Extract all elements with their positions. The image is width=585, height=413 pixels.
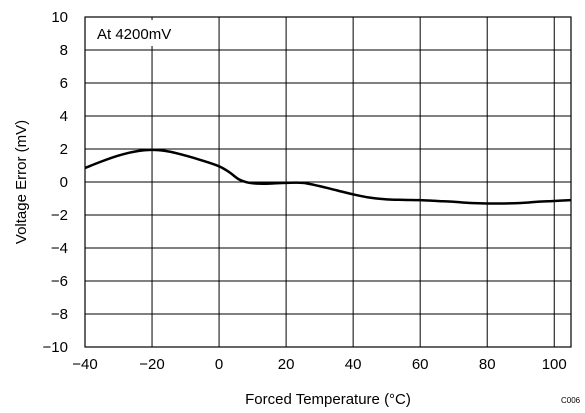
y-tick-label: 2 [60,141,68,158]
x-tick-label: 60 [412,356,429,373]
x-tick-label: 20 [278,356,295,373]
y-tick-label: 8 [60,42,68,59]
y-tick-label: 4 [60,108,68,125]
y-axis-title: Voltage Error (mV) [13,120,30,244]
figure-id: C006 [561,396,581,405]
y-tick-label: −4 [51,240,68,257]
x-tick-label: 40 [345,356,362,373]
y-tick-label: −10 [43,339,68,356]
y-tick-label: −2 [51,207,68,224]
grid [84,16,572,348]
y-tick-label: −8 [51,306,68,323]
annotation-label: At 4200mV [97,26,171,43]
x-tick-label: −20 [139,356,164,373]
y-tick-label: 10 [51,9,68,26]
y-tick-label: 0 [60,174,68,191]
x-tick-label: −40 [72,356,97,373]
plot-frame [84,16,572,348]
x-tick-label: 0 [215,356,223,373]
x-tick-label: 80 [479,356,496,373]
x-tick-label: 100 [542,356,567,373]
plot-area [84,148,572,205]
y-tick-label: 6 [60,75,68,92]
annotation-box [87,20,210,46]
x-axis-title: Forced Temperature (°C) [245,391,411,408]
y-tick-label: −6 [51,273,68,290]
series-line [84,148,572,205]
